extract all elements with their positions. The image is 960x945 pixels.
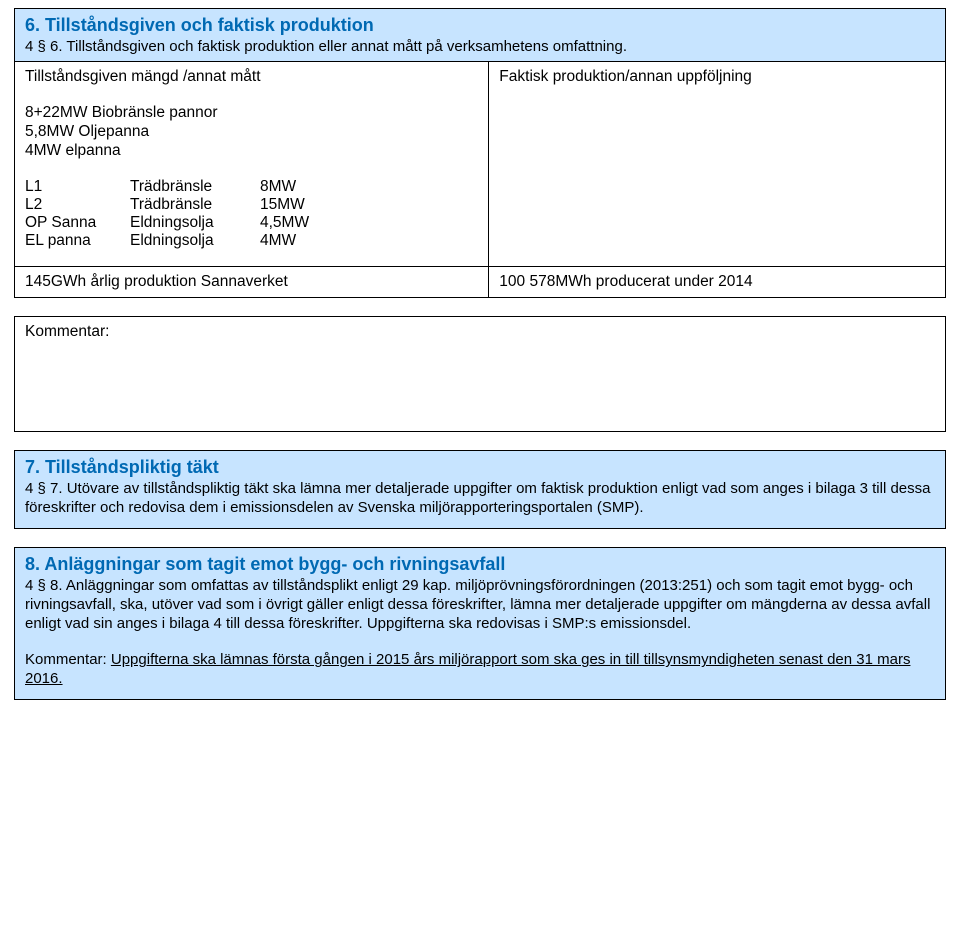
unit-list: L1 Trädbränsle 8MW L2 Trädbränsle 15MW O… [25,178,478,250]
plant-line: 8+22MW Biobränsle pannor [25,104,478,122]
comment-box: Kommentar: [14,316,946,432]
unit-fuel: Trädbränsle [130,196,260,214]
note-prefix: Kommentar: [25,651,111,668]
unit-row: EL panna Eldningsolja 4MW [25,232,478,250]
section-6-right-cell: Faktisk produktion/annan uppföljning [489,62,945,266]
unit-row: L2 Trädbränsle 15MW [25,196,478,214]
section-7-body: 4 § 7. Utövare av tillståndspliktig täkt… [25,480,935,518]
unit-fuel: Eldningsolja [130,232,260,250]
unit-id: L1 [25,178,130,196]
plant-line: 4MW elpanna [25,142,478,160]
unit-id: EL panna [25,232,130,250]
plant-line: 5,8MW Oljepanna [25,123,478,141]
section-6-row-2: 145GWh årlig produktion Sannaverket 100 … [15,267,945,297]
section-6-title: 6. Tillståndsgiven och faktisk produktio… [25,15,935,36]
left-label: Tillståndsgiven mängd /annat mått [25,68,478,86]
unit-id: L2 [25,196,130,214]
comment-label: Kommentar: [25,323,109,340]
section-8-title: 8. Anläggningar som tagit emot bygg- och… [25,554,935,575]
section-6-subtitle: 4 § 6. Tillståndsgiven och faktisk produ… [25,38,935,55]
note-text: Uppgifterna ska lämnas första gången i 2… [25,651,910,687]
section-6-left-cell: Tillståndsgiven mängd /annat mått 8+22MW… [15,62,489,266]
unit-power: 8MW [260,178,296,196]
unit-power: 15MW [260,196,305,214]
section-6-row-1: Tillståndsgiven mängd /annat mått 8+22MW… [15,62,945,267]
section-6: 6. Tillståndsgiven och faktisk produktio… [14,8,946,298]
unit-row: OP Sanna Eldningsolja 4,5MW [25,214,478,232]
section-6-header: 6. Tillståndsgiven och faktisk produktio… [15,9,945,62]
unit-fuel: Trädbränsle [130,178,260,196]
section-8: 8. Anläggningar som tagit emot bygg- och… [14,547,946,700]
section-8-body: 4 § 8. Anläggningar som omfattas av till… [25,577,935,634]
section-8-note: Kommentar: Uppgifterna ska lämnas första… [25,651,935,689]
unit-row: L1 Trädbränsle 8MW [25,178,478,196]
section-7-title: 7. Tillståndspliktig täkt [25,457,935,478]
row2-left: 145GWh årlig produktion Sannaverket [15,267,489,297]
unit-power: 4MW [260,232,296,250]
right-label: Faktisk produktion/annan uppföljning [499,68,935,86]
unit-id: OP Sanna [25,214,130,232]
section-7: 7. Tillståndspliktig täkt 4 § 7. Utövare… [14,450,946,529]
row2-right: 100 578MWh producerat under 2014 [489,267,945,297]
unit-fuel: Eldningsolja [130,214,260,232]
unit-power: 4,5MW [260,214,309,232]
